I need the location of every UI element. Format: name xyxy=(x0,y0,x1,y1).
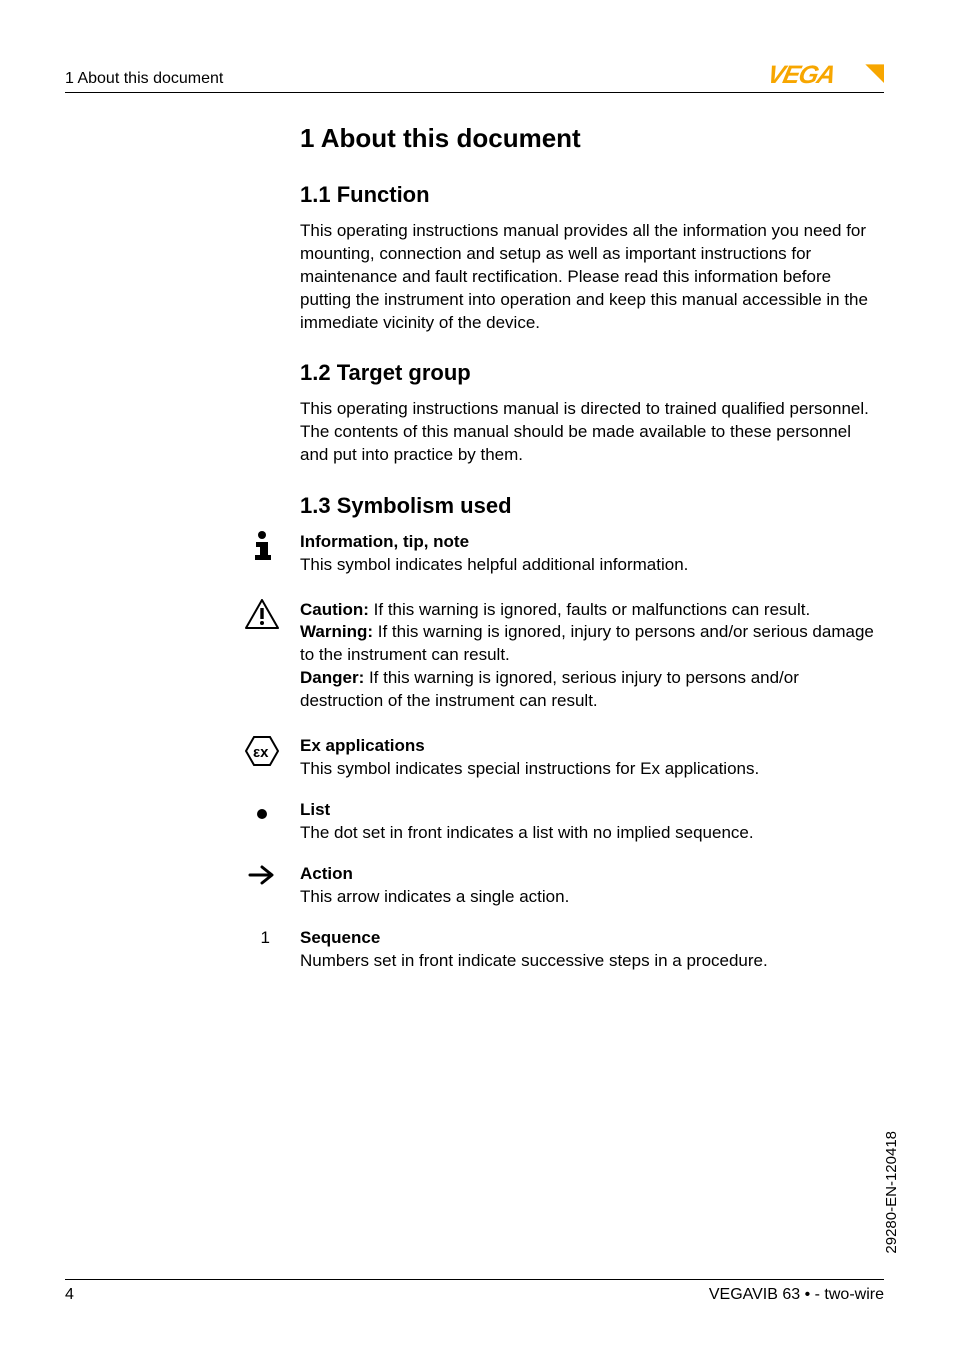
section-1-1-title: 1.1 Function xyxy=(300,180,884,210)
section-1-2-body: This operating instructions manual is di… xyxy=(300,398,884,467)
caution-body: If this warning is ignored, faults or ma… xyxy=(369,600,810,619)
symbol-list: List The dot set in front indicates a li… xyxy=(300,799,884,845)
vega-logo: VEGA xyxy=(764,60,884,90)
list-body: The dot set in front indicates a list wi… xyxy=(300,822,884,845)
info-title: Information, tip, note xyxy=(300,532,469,551)
page-footer: 4 VEGAVIB 63 • - two-wire xyxy=(65,1279,884,1306)
symbol-ex: εx Ex applications This symbol indicates… xyxy=(300,735,884,781)
info-icon xyxy=(242,531,282,566)
ex-title: Ex applications xyxy=(300,736,425,755)
ex-body: This symbol indicates special instructio… xyxy=(300,758,884,781)
action-title: Action xyxy=(300,864,353,883)
sequence-title: Sequence xyxy=(300,928,380,947)
main-content: 1 About this document 1.1 Function This … xyxy=(300,121,884,973)
svg-text:εx: εx xyxy=(253,744,269,761)
svg-text:VEGA: VEGA xyxy=(765,61,837,89)
document-code-vertical: 29280-EN-120418 xyxy=(882,1131,902,1254)
caution-label: Caution: xyxy=(300,600,369,619)
info-body: This symbol indicates helpful additional… xyxy=(300,554,884,577)
symbol-sequence: 1 Sequence Numbers set in front indicate… xyxy=(300,927,884,973)
warning-label: Warning: xyxy=(300,622,373,641)
arrow-right-icon xyxy=(242,863,282,891)
section-1-1-body: This operating instructions manual provi… xyxy=(300,220,884,335)
footer-product-label: VEGAVIB 63 • - two-wire xyxy=(709,1284,884,1306)
page-header: 1 About this document VEGA xyxy=(65,60,884,93)
number-one-icon: 1 xyxy=(240,929,270,946)
ex-hexagon-icon: εx xyxy=(242,735,282,772)
section-1-2-title: 1.2 Target group xyxy=(300,358,884,388)
action-body: This arrow indicates a single action. xyxy=(300,886,884,909)
symbol-action: Action This arrow indicates a single act… xyxy=(300,863,884,909)
list-title: List xyxy=(300,800,330,819)
chapter-title: 1 About this document xyxy=(300,121,884,156)
header-section-label: 1 About this document xyxy=(65,68,223,90)
danger-body: If this warning is ignored, serious inju… xyxy=(300,668,799,710)
sequence-body: Numbers set in front indicate successive… xyxy=(300,950,884,973)
warning-triangle-icon xyxy=(242,599,282,634)
bullet-icon xyxy=(242,797,282,825)
symbol-info: Information, tip, note This symbol indic… xyxy=(300,531,884,577)
symbol-caution: Caution: If this warning is ignored, fau… xyxy=(300,599,884,714)
warning-body: If this warning is ignored, injury to pe… xyxy=(300,622,874,664)
section-1-3-title: 1.3 Symbolism used xyxy=(300,491,884,521)
page-number: 4 xyxy=(65,1284,74,1306)
danger-label: Danger: xyxy=(300,668,364,687)
